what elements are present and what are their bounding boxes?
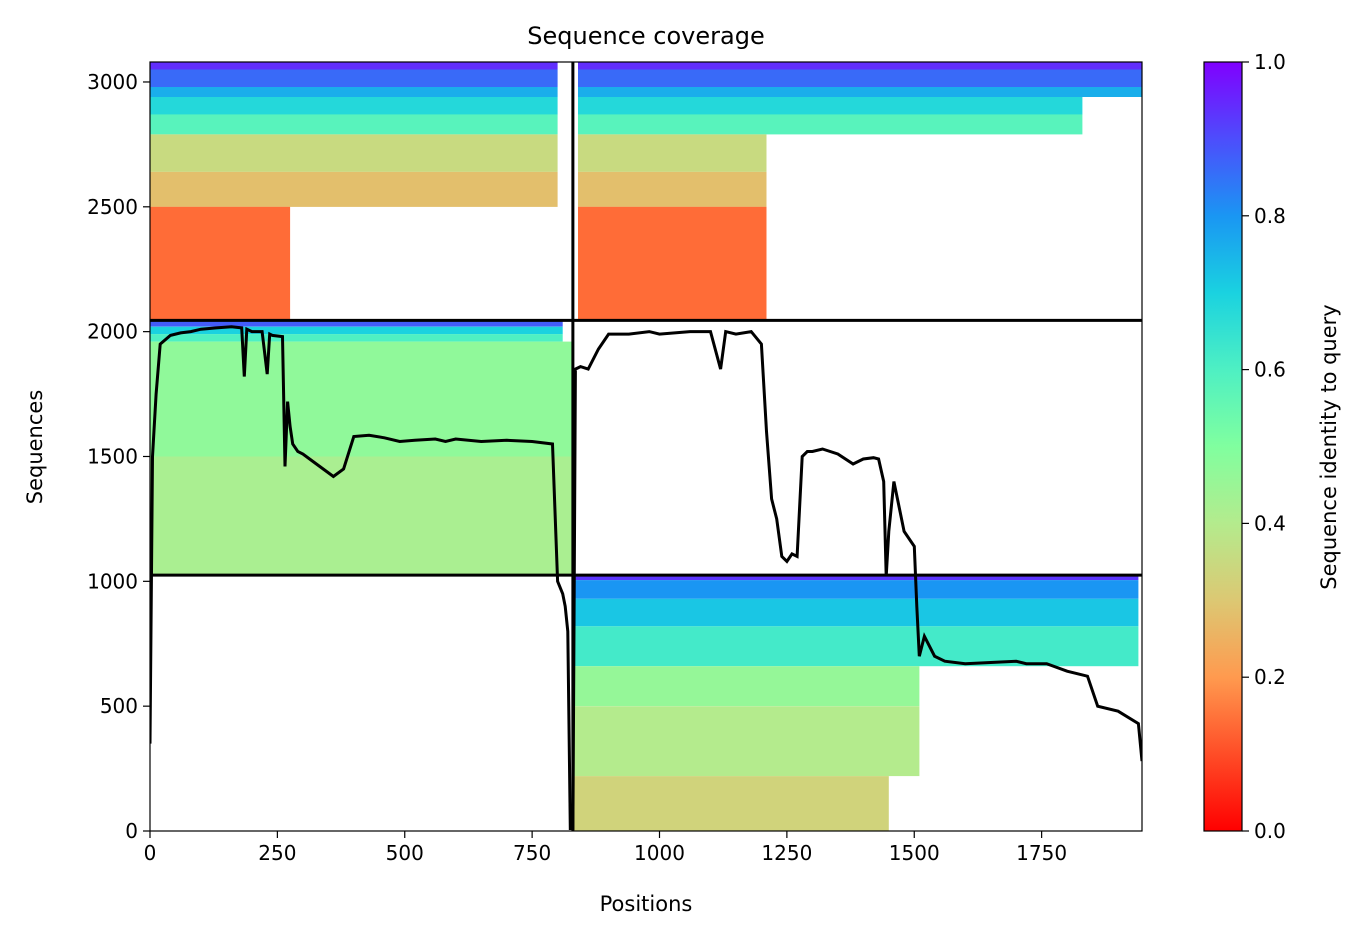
plot-frame — [149, 61, 1143, 832]
chain-B-alone-band — [572, 598, 1139, 627]
paired-B-band — [578, 134, 767, 172]
colorbar-tick-label: 1.0 — [1254, 50, 1286, 74]
y-axis-label: Sequences — [23, 390, 47, 505]
y-axis-ticks: 0 500 1000 1500 2000 2500 3000 — [87, 70, 150, 843]
paired-A-band — [150, 134, 558, 172]
chain-A-alone-band — [150, 320, 563, 327]
x-tick-label: 750 — [513, 841, 551, 865]
coverage-line — [150, 325, 1142, 830]
colorbar-tick-label: 0.4 — [1254, 511, 1286, 535]
chain-A-alone-band — [150, 326, 563, 335]
chain-B-alone-band — [572, 580, 1139, 599]
paired-B-band — [578, 97, 1083, 115]
paired-B-band — [578, 171, 767, 207]
y-tick-label: 0 — [125, 819, 138, 843]
y-tick-label: 2500 — [87, 195, 138, 219]
x-tick-label: 1000 — [634, 841, 685, 865]
colorbar-gradient — [1203, 61, 1243, 832]
paired-B-band — [578, 206, 767, 321]
x-tick-label: 0 — [144, 841, 157, 865]
x-axis-label: Positions — [600, 892, 693, 916]
paired-A-band — [150, 87, 558, 97]
paired-B-band — [578, 69, 1142, 87]
colorbar-ticks: 0.0 0.2 0.4 0.6 0.8 1.0 — [1242, 50, 1286, 843]
colorbar: 0.0 0.2 0.4 0.6 0.8 1.0 Sequence identity to … — [1203, 50, 1341, 843]
colorbar-tick-label: 0.2 — [1254, 665, 1286, 689]
x-tick-label: 250 — [258, 841, 296, 865]
chain-B-alone-band — [572, 666, 920, 707]
colorbar-tick-label: 0.8 — [1254, 204, 1286, 228]
paired-B-band — [578, 87, 1142, 97]
colorbar-tick-label: 0.6 — [1254, 358, 1286, 382]
chain-B-alone-band — [572, 575, 1139, 581]
coverage-heatmap — [150, 62, 1142, 831]
y-tick-label: 3000 — [87, 70, 138, 94]
chain-B-alone-band — [572, 706, 920, 777]
paired-A-band — [150, 206, 291, 321]
paired-A-band — [150, 69, 558, 87]
x-axis-ticks: 0 250 500 750 1000 1250 1500 1750 — [144, 831, 1067, 865]
paired-A-band — [150, 62, 558, 70]
y-tick-label: 1000 — [87, 569, 138, 593]
chart-title: Sequence coverage — [527, 22, 764, 50]
colorbar-label: Sequence identity to query — [1317, 304, 1341, 589]
paired-A-band — [150, 114, 558, 135]
paired-B-band — [578, 62, 1142, 70]
x-tick-label: 500 — [386, 841, 424, 865]
x-tick-label: 1500 — [889, 841, 940, 865]
y-tick-label: 2000 — [87, 320, 138, 344]
colorbar-tick-label: 0.0 — [1254, 819, 1286, 843]
chain-A-alone-band — [150, 334, 563, 342]
chain-B-alone-band — [572, 626, 1139, 667]
chain-A-alone-band — [150, 456, 573, 576]
x-tick-label: 1750 — [1016, 841, 1067, 865]
chain-B-alone-band — [572, 776, 889, 831]
paired-A-band — [150, 97, 558, 115]
paired-B-band — [578, 114, 1083, 135]
y-tick-label: 1500 — [87, 444, 138, 468]
y-tick-label: 500 — [100, 694, 138, 718]
x-tick-label: 1250 — [761, 841, 812, 865]
plot-area — [150, 62, 1142, 831]
paired-A-band — [150, 171, 558, 207]
